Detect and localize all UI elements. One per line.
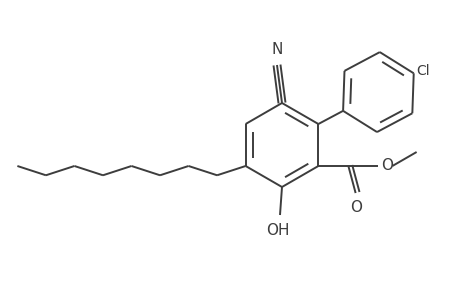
Text: O: O	[350, 200, 362, 215]
Text: OH: OH	[266, 223, 289, 238]
Text: Cl: Cl	[416, 64, 430, 78]
Text: O: O	[381, 158, 392, 172]
Text: N: N	[271, 42, 282, 57]
